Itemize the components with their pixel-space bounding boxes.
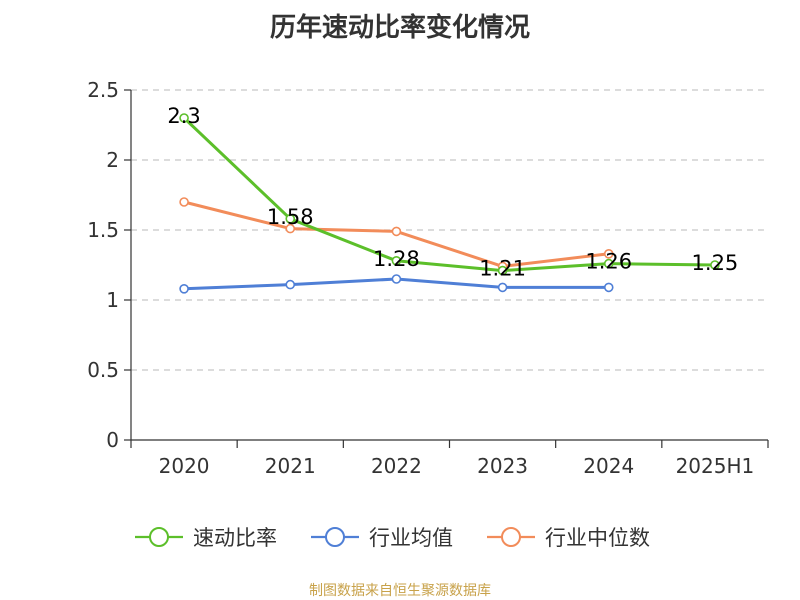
axes: 0 0.5 1 1.5 2 2.5 2020 2021 2022 2023 2024 2025H1 [87, 78, 769, 478]
data-point[interactable] [285, 214, 296, 224]
y-tick-label: 2 [106, 148, 119, 172]
x-tick-label: 2024 [583, 454, 634, 478]
data-point[interactable] [285, 279, 296, 290]
data-label: 1.28 [373, 247, 420, 271]
data-point[interactable] [603, 258, 614, 269]
grid [131, 89, 768, 371]
x-tick-label: 2025H1 [676, 454, 755, 478]
x-tick-label: 2021 [265, 454, 316, 478]
x-tick-label: 2022 [371, 454, 422, 478]
legend-label: 速动比率 [193, 526, 277, 550]
data-point[interactable] [603, 282, 614, 293]
legend-item[interactable]: 速动比率 [135, 526, 277, 550]
x-tick-label: 2020 [159, 454, 210, 478]
data-label: 1.58 [267, 205, 314, 229]
data-point[interactable] [391, 226, 402, 237]
data-label: 1.25 [692, 251, 739, 275]
series-line [183, 116, 715, 273]
y-tick-label: 1 [106, 288, 119, 312]
data-point[interactable] [285, 223, 296, 234]
data-point[interactable] [603, 249, 614, 259]
y-tick-label: 1.5 [87, 218, 119, 242]
legend-item[interactable]: 行业均值 [311, 526, 453, 550]
legend-marker [501, 527, 521, 547]
legend[interactable]: 速动比率 行业均值 行业中位数 [135, 526, 650, 550]
legend-label: 行业中位数 [545, 526, 650, 550]
chart-title: 历年速动比率变化情况 [270, 12, 530, 43]
data-point[interactable] [179, 197, 189, 207]
data-point[interactable] [497, 282, 508, 293]
y-tick-label: 0 [106, 428, 119, 452]
data-labels: 2.3 1.58 1.28 1.21 1.26 1.25 [167, 104, 738, 281]
data-point[interactable] [391, 255, 402, 266]
data-point[interactable] [179, 113, 189, 123]
series-layer [179, 113, 720, 294]
legend-marker [325, 527, 345, 547]
source-note: 制图数据来自恒生聚源数据库 [309, 583, 491, 599]
legend-item[interactable]: 行业中位数 [487, 526, 650, 550]
y-tick-label: 2.5 [87, 78, 119, 102]
data-point[interactable] [710, 260, 720, 270]
data-point[interactable] [391, 274, 402, 284]
data-point[interactable] [497, 265, 508, 276]
legend-label: 行业均值 [369, 526, 453, 550]
data-point[interactable] [179, 283, 189, 294]
data-label: 1.21 [479, 257, 526, 281]
data-label: 1.26 [585, 250, 632, 274]
legend-marker [149, 527, 169, 547]
data-label: 2.3 [167, 104, 200, 128]
x-tick-label: 2023 [477, 454, 528, 478]
y-tick-label: 0.5 [87, 358, 119, 382]
